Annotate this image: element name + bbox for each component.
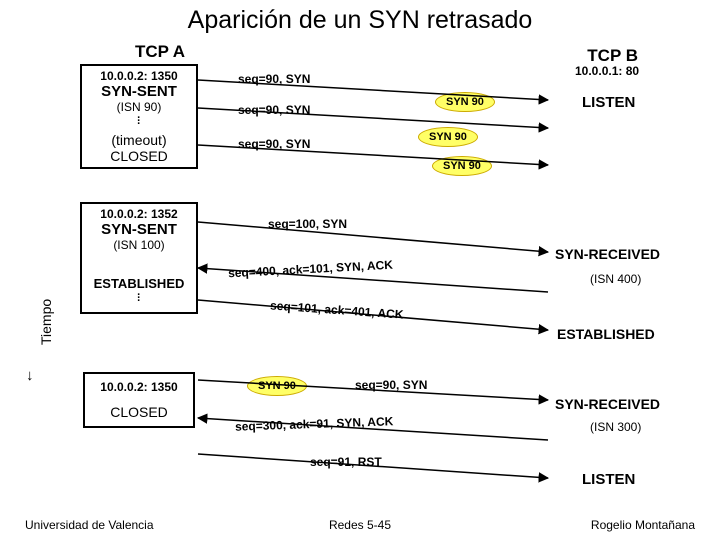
msg-rst: seq=91, RST — [310, 455, 382, 469]
b-addr: 10.0.0.1: 80 — [575, 64, 639, 78]
box-a2: 10.0.0.2: 1352 SYN-SENT (ISN 100) ESTABL… — [80, 202, 198, 314]
b-synrcv1: SYN-RECEIVED — [555, 246, 660, 262]
box-a1: 10.0.0.2: 1350 SYN-SENT (ISN 90) ··· (ti… — [80, 64, 198, 169]
box-a3: 10.0.0.2: 1350 CLOSED — [83, 372, 195, 428]
syn90-badge: SYN 90 — [435, 92, 495, 112]
tiempo-arrow-icon: ↓ — [26, 367, 34, 384]
box-a1-timeout: (timeout) — [88, 132, 190, 148]
vdots-icon: ··· — [137, 294, 141, 303]
msg-synack400: seq=400, ack=101, SYN, ACK — [228, 258, 394, 281]
box-a2-state: SYN-SENT — [88, 221, 190, 238]
box-a1-closed: CLOSED — [88, 148, 190, 164]
syn90-badge: SYN 90 — [432, 156, 492, 176]
b-est: ESTABLISHED — [557, 326, 655, 342]
syn90-badge: SYN 90 — [247, 376, 307, 396]
tcp-a-header: TCP A — [135, 42, 185, 62]
b-isn300: (ISN 300) — [590, 420, 641, 434]
b-isn400: (ISN 400) — [590, 272, 641, 286]
syn90-badge: SYN 90 — [418, 127, 478, 147]
b-synrcv2: SYN-RECEIVED — [555, 396, 660, 412]
msg-seq90-3: seq=90, SYN — [238, 137, 310, 151]
msg-ack401: seq=101, ack=401, ACK — [270, 298, 404, 321]
msg-seq100: seq=100, SYN — [268, 217, 347, 231]
msg-seq90-1: seq=90, SYN — [238, 72, 310, 86]
page-title: Aparición de un SYN retrasado — [0, 6, 720, 35]
tcp-b-header: TCP B — [587, 46, 638, 66]
msg-seq90-2: seq=90, SYN — [238, 103, 310, 117]
box-a2-addr: 10.0.0.2: 1352 — [88, 207, 190, 221]
box-a3-addr: 10.0.0.2: 1350 — [91, 380, 187, 394]
box-a2-isn: (ISN 100) — [88, 238, 190, 252]
tiempo-label: Tiempo — [38, 299, 54, 345]
footer-right: Rogelio Montañana — [591, 518, 695, 532]
box-a1-state: SYN-SENT — [88, 83, 190, 100]
msg-synack300: seq=300, ack=91, SYN, ACK — [235, 414, 394, 434]
box-a3-closed: CLOSED — [91, 404, 187, 420]
b-listen1: LISTEN — [582, 94, 635, 111]
box-a1-addr: 10.0.0.2: 1350 — [88, 69, 190, 83]
b-listen2: LISTEN — [582, 471, 635, 488]
vdots-icon: ··· — [137, 117, 141, 126]
msg-seq90-4: seq=90, SYN — [355, 378, 427, 392]
